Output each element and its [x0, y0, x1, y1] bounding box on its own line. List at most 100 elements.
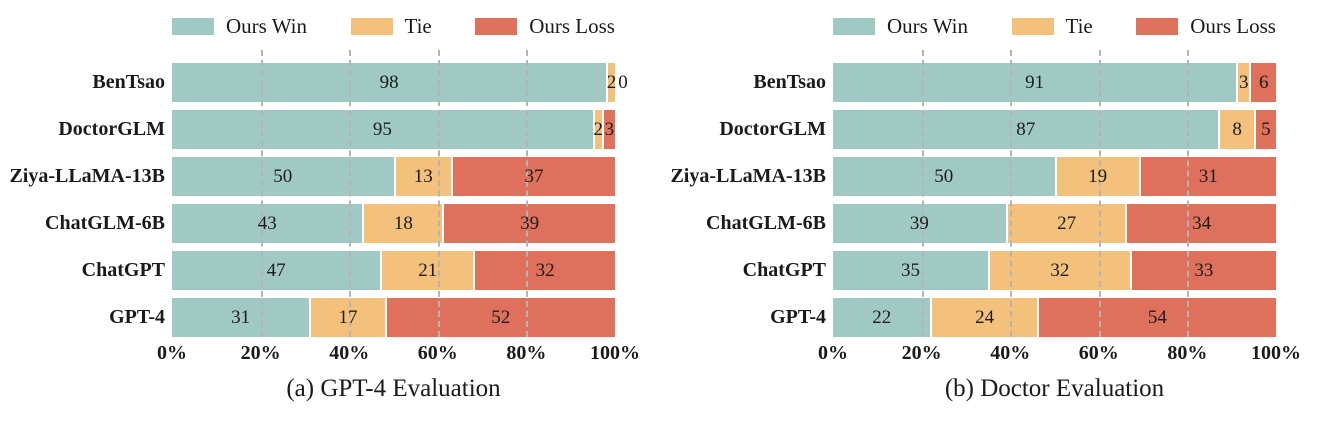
- bar-segment-ours-loss: 52: [384, 298, 615, 337]
- bar-row: ChatGLM-6B 39 27 34: [661, 204, 1276, 243]
- bar-segment-ours-win: 35: [833, 251, 989, 290]
- bar-row: ChatGPT 35 32 33: [661, 251, 1276, 290]
- bar-row: ChatGLM-6B 43 18 39: [0, 204, 615, 243]
- bar-segment-ours-win: 50: [833, 157, 1055, 196]
- bar-row: Ziya-LLaMA-13B 50 13 37: [0, 157, 615, 196]
- bar-strip: 43 18 39: [172, 204, 615, 243]
- bar-segment-tie: 19: [1054, 157, 1139, 196]
- bar-segment-ours-loss: 5: [1253, 110, 1276, 149]
- bar-strip: 35 32 33: [833, 251, 1276, 290]
- bar-segment-ours-loss: 34: [1125, 204, 1276, 243]
- legend-item-ours-loss: Ours Loss: [475, 14, 615, 39]
- x-tick-label: 0%: [818, 342, 848, 364]
- bar-rows: BenTsao 98 2 0 DoctorGLM 95 2 3 Ziya-LLaMA-13B 50…: [0, 63, 628, 337]
- bar-segment-ours-win: 31: [172, 298, 310, 337]
- bar-row: BenTsao 91 3 6: [661, 63, 1276, 102]
- x-tick-label: 80%: [1167, 342, 1208, 364]
- category-label: ChatGLM-6B: [706, 212, 826, 234]
- segment-value: 91: [1025, 71, 1045, 93]
- segment-value: 39: [909, 212, 929, 234]
- segment-value: 8: [1232, 118, 1242, 140]
- segment-value: 3: [1239, 71, 1249, 93]
- legend-label: Tie: [1065, 13, 1093, 38]
- bar-segment-ours-loss: 54: [1036, 298, 1276, 337]
- bar-row: Ziya-LLaMA-13B 50 19 31: [661, 157, 1276, 196]
- category-label: Ziya-LLaMA-13B: [9, 165, 165, 187]
- bar-segment-tie: 2: [592, 110, 604, 149]
- chart-panel-gpt4-eval: Ours Win Tie Ours Loss BenTsao 98 2 0 DoctorGL…: [0, 13, 640, 403]
- bar-row: DoctorGLM 95 2 3: [0, 110, 615, 149]
- bar-segment-ours-loss: 31: [1138, 157, 1276, 196]
- bar-strip: 91 3 6: [833, 63, 1276, 102]
- x-tick-label: 40%: [329, 342, 370, 364]
- bar-strip: 22 24 54: [833, 298, 1276, 337]
- legend-swatch-ours-loss: [475, 17, 518, 35]
- legend-item-tie: Tie: [1011, 13, 1093, 39]
- bar-segment-ours-win: 43: [172, 204, 363, 243]
- category-label: DoctorGLM: [719, 118, 826, 140]
- bar-segment-ours-win: 87: [833, 110, 1219, 149]
- category-label: ChatGPT: [742, 259, 826, 281]
- category-label: BenTsao: [92, 71, 165, 93]
- bar-segment-ours-win: 22: [833, 298, 931, 337]
- bar-row: DoctorGLM 87 8 5: [661, 110, 1276, 149]
- category-label: Ziya-LLaMA-13B: [670, 165, 826, 187]
- segment-value: 87: [1016, 118, 1036, 140]
- segment-value: 33: [1194, 259, 1214, 281]
- segment-value: 13: [413, 165, 433, 187]
- legend-label: Ours Loss: [529, 13, 615, 38]
- legend-swatch-ours-win: [833, 17, 875, 35]
- bar-segment-ours-win: 98: [172, 63, 607, 102]
- segment-value: 39: [520, 212, 540, 234]
- bar-segment-tie: 21: [380, 251, 474, 290]
- bar-segment-ours-loss: 39: [442, 204, 615, 243]
- legend-label: Ours Win: [226, 13, 308, 38]
- bar-segment-tie: 18: [362, 204, 443, 243]
- bar-row: GPT-4 22 24 54: [661, 298, 1276, 337]
- bar-segment-ours-loss: 37: [451, 157, 615, 196]
- chart-panel-doctor-eval: Ours Win Tie Ours Loss BenTsao 91 3 6 DoctorGL…: [661, 0, 1322, 435]
- bar-segment-ours-win: 91: [833, 63, 1237, 102]
- bar-strip: 87 8 5: [833, 110, 1276, 149]
- segment-value: 2: [593, 118, 604, 140]
- legend-item-ours-win: Ours Win: [172, 14, 307, 39]
- legend-swatch-tie: [350, 17, 393, 35]
- category-label: DoctorGLM: [58, 118, 165, 140]
- bar-strip: 47 21 32: [172, 251, 615, 290]
- bar-segment-tie: 13: [393, 157, 452, 196]
- segment-value: 32: [1050, 259, 1070, 281]
- segment-value: 22: [872, 306, 892, 328]
- bar-segment-ours-loss: 3: [601, 110, 615, 149]
- bar-segment-tie: 24: [930, 298, 1037, 337]
- bar-strip: 39 27 34: [833, 204, 1276, 243]
- category-label: ChatGPT: [81, 259, 165, 281]
- segment-value: 95: [372, 118, 392, 140]
- legend-label: Tie: [404, 13, 432, 38]
- segment-value: 3: [604, 118, 615, 140]
- bar-strip: 50 19 31: [833, 157, 1276, 196]
- segment-value: 52: [491, 306, 511, 328]
- segment-value: 0: [618, 71, 628, 93]
- x-tick-label: 0%: [157, 342, 187, 364]
- bar-segment-ours-win: 47: [172, 251, 381, 290]
- segment-value: 54: [1147, 306, 1167, 328]
- legend-label: Ours Loss: [1190, 13, 1276, 38]
- x-tick-label: 60%: [1078, 342, 1119, 364]
- bar-strip: 31 17 52: [172, 298, 615, 337]
- x-tick-label: 60%: [417, 342, 458, 364]
- segment-value: 17: [338, 306, 358, 328]
- bar-segment-tie: 3: [1236, 63, 1250, 102]
- legend-label: Ours Win: [887, 13, 969, 38]
- chart-caption: (a) GPT-4 Evaluation: [286, 375, 501, 402]
- segment-value: 18: [393, 212, 413, 234]
- bar-row: BenTsao 98 2 0: [0, 63, 628, 102]
- segment-value: 31: [1198, 165, 1218, 187]
- category-label: BenTsao: [753, 71, 826, 93]
- legend-swatch-ours-win: [172, 17, 214, 35]
- chart-caption: (b) Doctor Evaluation: [944, 375, 1165, 402]
- bar-row: ChatGPT 47 21 32: [0, 251, 615, 290]
- segment-value: 37: [524, 165, 544, 187]
- category-label: GPT-4: [109, 306, 165, 328]
- x-tick-label: 20%: [901, 342, 942, 364]
- bar-segment-ours-loss: 33: [1129, 251, 1276, 290]
